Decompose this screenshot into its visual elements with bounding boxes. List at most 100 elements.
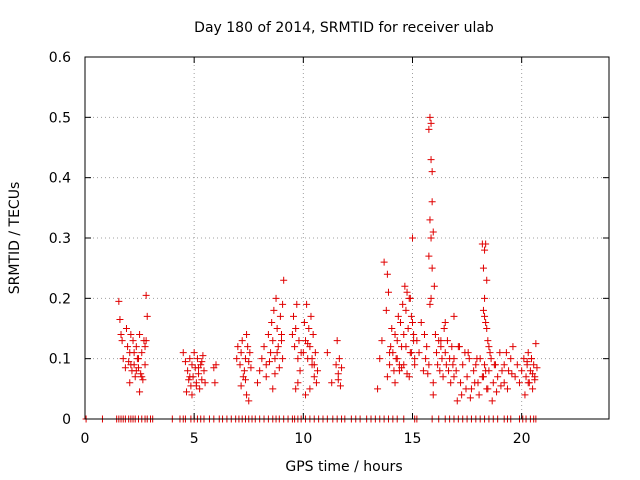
data-point bbox=[274, 343, 282, 351]
data-point bbox=[186, 355, 194, 363]
data-point bbox=[431, 331, 439, 339]
data-point bbox=[264, 331, 272, 339]
data-point bbox=[490, 361, 498, 369]
chart-title: Day 180 of 2014, SRMTID for receiver ula… bbox=[194, 20, 494, 36]
data-point bbox=[426, 300, 434, 308]
x-tick-label: 15 bbox=[404, 431, 422, 447]
data-point bbox=[126, 379, 134, 387]
data-point bbox=[458, 391, 466, 399]
data-point bbox=[465, 355, 473, 363]
data-point bbox=[522, 373, 530, 381]
data-point bbox=[462, 385, 470, 393]
data-point bbox=[288, 331, 296, 339]
data-point bbox=[121, 364, 129, 372]
data-point bbox=[449, 361, 457, 369]
data-point bbox=[481, 294, 489, 302]
data-point bbox=[124, 343, 132, 351]
data-point bbox=[380, 258, 388, 266]
data-point bbox=[309, 331, 317, 339]
data-point bbox=[505, 367, 513, 375]
data-point bbox=[378, 337, 386, 345]
data-point bbox=[436, 367, 444, 375]
data-point bbox=[271, 355, 279, 363]
data-point bbox=[484, 385, 492, 393]
data-point bbox=[245, 358, 253, 366]
y-tick-label: 0.6 bbox=[49, 50, 71, 66]
data-point bbox=[479, 373, 487, 381]
data-point bbox=[278, 337, 285, 345]
x-tick-label: 0 bbox=[81, 431, 90, 447]
data-point bbox=[127, 361, 135, 369]
data-point bbox=[388, 325, 396, 332]
data-point bbox=[524, 349, 532, 357]
data-point bbox=[334, 376, 342, 384]
data-point bbox=[464, 349, 472, 357]
data-point bbox=[442, 361, 450, 369]
data-point bbox=[428, 168, 436, 176]
data-point bbox=[132, 343, 140, 351]
data-point bbox=[441, 318, 449, 326]
data-point bbox=[400, 331, 408, 339]
data-point bbox=[181, 358, 189, 366]
data-point bbox=[475, 391, 483, 399]
data-point bbox=[310, 361, 318, 369]
data-point bbox=[427, 119, 435, 127]
data-point bbox=[185, 376, 193, 384]
data-point bbox=[260, 343, 268, 351]
data-point bbox=[459, 361, 467, 369]
data-point bbox=[238, 337, 246, 345]
data-point bbox=[306, 385, 314, 393]
data-point bbox=[507, 355, 515, 363]
data-point bbox=[246, 349, 254, 357]
data-point bbox=[531, 376, 539, 384]
data-point bbox=[440, 325, 448, 332]
data-point bbox=[404, 325, 412, 332]
y-tick-label: 0.2 bbox=[49, 291, 71, 307]
data-point bbox=[453, 397, 461, 405]
data-point bbox=[198, 376, 206, 384]
data-point bbox=[387, 343, 395, 351]
data-point bbox=[132, 367, 140, 375]
y-tick-label: 0.3 bbox=[49, 231, 71, 247]
data-point bbox=[508, 370, 516, 378]
data-point bbox=[441, 349, 449, 357]
data-point bbox=[393, 355, 401, 363]
data-point bbox=[141, 361, 149, 369]
data-point bbox=[276, 312, 284, 320]
data-point bbox=[247, 364, 255, 372]
data-point bbox=[502, 349, 510, 357]
data-point bbox=[524, 379, 532, 387]
data-point bbox=[401, 282, 409, 290]
data-point bbox=[409, 234, 416, 242]
data-point bbox=[195, 364, 203, 372]
data-point bbox=[428, 198, 436, 206]
data-point bbox=[429, 379, 437, 387]
data-point bbox=[245, 397, 253, 405]
data-point bbox=[417, 318, 425, 326]
data-point bbox=[425, 125, 433, 133]
data-point bbox=[533, 364, 541, 372]
data-point bbox=[463, 373, 471, 381]
data-point bbox=[328, 379, 336, 387]
data-point bbox=[279, 300, 287, 308]
data-point bbox=[382, 306, 390, 314]
data-point bbox=[270, 306, 278, 314]
data-point bbox=[183, 388, 191, 396]
y-tick-label: 0 bbox=[62, 412, 71, 428]
data-point bbox=[415, 349, 423, 357]
data-point bbox=[532, 340, 540, 348]
data-point bbox=[302, 391, 310, 399]
data-point bbox=[384, 288, 392, 296]
data-point bbox=[334, 370, 342, 378]
data-point bbox=[134, 355, 142, 363]
data-point bbox=[445, 367, 453, 375]
data-point bbox=[237, 349, 245, 357]
data-point bbox=[179, 349, 187, 357]
data-point bbox=[411, 361, 419, 369]
data-point bbox=[411, 355, 419, 363]
data-point bbox=[129, 337, 137, 345]
data-point bbox=[142, 291, 150, 299]
data-point bbox=[527, 355, 535, 363]
data-point bbox=[515, 379, 523, 387]
data-point bbox=[391, 379, 399, 387]
